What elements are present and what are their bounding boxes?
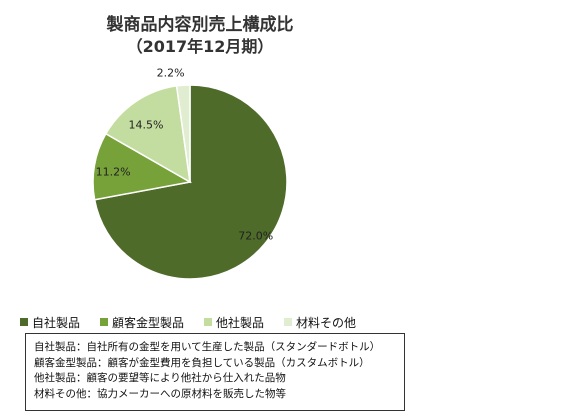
chart-title: 製商品内容別売上構成比 xyxy=(106,15,294,35)
legend-swatch xyxy=(204,318,213,326)
note-line: 顧客金型製品：顧客が金型費用を負担している製品（カスタムボトル） xyxy=(34,356,370,369)
notes-box: 自社製品：自社所有の金型を用いて生産した製品（スタンダードボトル） 顧客金型製品… xyxy=(25,333,405,411)
pie-slice xyxy=(104,85,191,184)
chart-subtitle: （2017年12月期） xyxy=(126,37,274,56)
legend-label: 自社製品 xyxy=(32,315,81,330)
legend-swatch xyxy=(20,318,28,326)
legend: 自社製品 顧客金型製品 他社製品 材料その他 xyxy=(20,314,376,330)
note-line: 他社製品：顧客の要望等により他社から仕入れた品物 xyxy=(34,372,286,384)
legend-item: 自社製品 xyxy=(20,314,80,331)
slice-label: 2.2% xyxy=(157,67,185,80)
pie-labels: 72.0% 11.2% 14.5% 2.2% xyxy=(96,67,274,243)
pie-chart: 72.0% 11.2% 14.5% 2.2% xyxy=(92,67,288,280)
legend-item: 他社製品 xyxy=(204,314,264,331)
legend-label: 他社製品 xyxy=(216,315,265,330)
note-line: 材料その他：協力メーカーへの原材料を販売した物等 xyxy=(34,387,286,400)
legend-item: 材料その他 xyxy=(284,314,356,331)
pie-slices xyxy=(92,84,288,280)
legend-label: 材料その他 xyxy=(296,315,357,330)
pie-slice xyxy=(92,132,193,201)
pie-slice xyxy=(175,84,191,183)
legend-label: 顧客金型製品 xyxy=(112,315,185,330)
slice-label: 11.2% xyxy=(96,165,131,178)
legend-item: 顧客金型製品 xyxy=(100,314,184,331)
slice-label: 14.5% xyxy=(129,119,164,132)
legend-swatch xyxy=(100,318,109,326)
slice-label: 72.0% xyxy=(238,230,273,243)
legend-swatch xyxy=(284,318,293,326)
note-line: 自社製品：自社所有の金型を用いて生産した製品（スタンダードボトル） xyxy=(34,341,381,353)
